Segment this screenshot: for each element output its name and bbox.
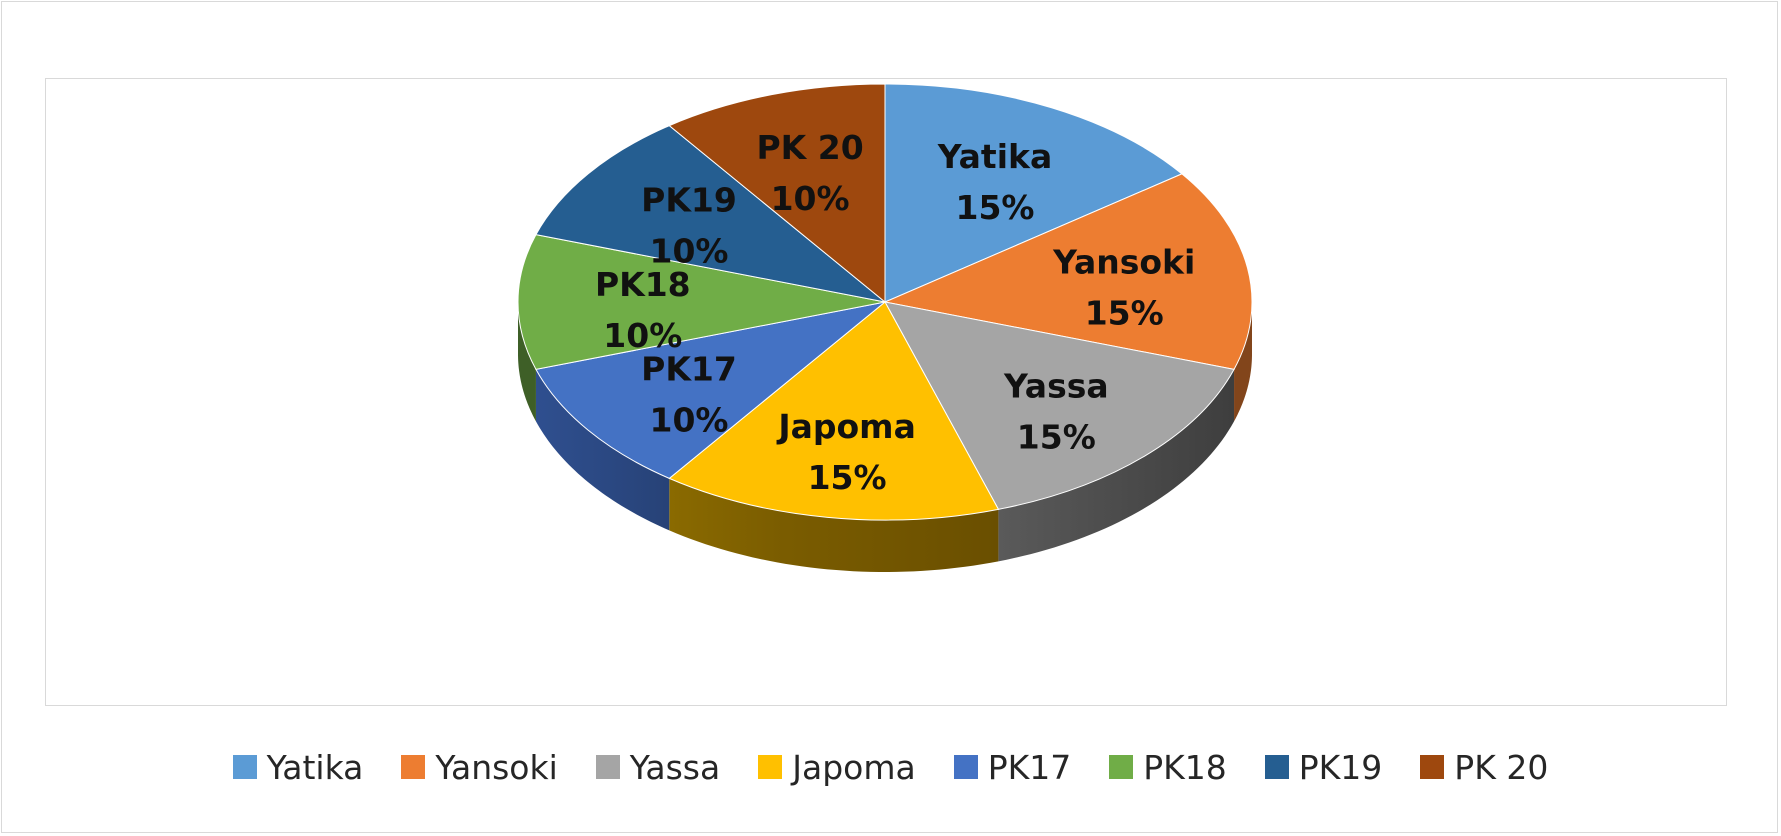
slice-percent-yassa: 15% [1017, 418, 1096, 457]
slice-label-yansoki: Yansoki [1052, 243, 1195, 282]
pie-slice-yassa [884, 301, 1235, 510]
legend-label: Yassa [629, 747, 721, 787]
legend-item-pk17: PK17 [953, 747, 1072, 787]
legend-swatch-pk-20 [1420, 755, 1445, 779]
pie-side-walls [518, 302, 1252, 572]
slice-label-pk19: PK19 [641, 180, 737, 219]
slice-label-pk-20: PK 20 [757, 128, 864, 167]
pie-slice-pk17 [535, 301, 886, 479]
pie-side-pk18 [518, 302, 536, 422]
plot-area [45, 78, 1727, 706]
legend-label: Japoma [792, 747, 916, 787]
legend: Yatika Yansoki Yassa Japoma PK17 PK18 PK19 PK 2… [0, 742, 1781, 792]
slice-label-yassa: Yassa [1003, 367, 1109, 406]
legend-item-pk19: PK19 [1264, 747, 1383, 787]
slice-percent-yansoki: 15% [1085, 294, 1164, 333]
slice-label-pk18: PK18 [595, 265, 691, 304]
legend-swatch-pk17 [953, 755, 978, 779]
slice-percent-japoma: 15% [808, 458, 887, 497]
slice-percent-pk18: 10% [603, 316, 682, 355]
legend-item-yatika: Yatika [232, 747, 364, 787]
legend-label: PK18 [1143, 747, 1227, 787]
pie-slice-yatika [884, 83, 1183, 303]
legend-swatch-japoma [758, 755, 783, 779]
slice-label-yatika: Yatika [937, 137, 1052, 176]
legend-item-yassa: Yassa [595, 747, 721, 787]
slice-label-pk17: PK17 [641, 350, 737, 389]
pie-side-japoma [669, 478, 999, 572]
pie-slice-pk18 [517, 234, 886, 370]
legend-label: PK 20 [1454, 747, 1549, 787]
slice-percent-pk17: 10% [650, 401, 729, 440]
legend-label: PK19 [1298, 747, 1383, 787]
legend-item-pk-20: PK 20 [1420, 748, 1548, 787]
pie-slice-yansoki [883, 173, 1253, 370]
pie-slice-pk19 [535, 125, 886, 303]
legend-swatch-yansoki [401, 755, 426, 779]
legend-label: PK17 [987, 747, 1072, 787]
legend-swatch-pk19 [1264, 755, 1289, 779]
legend-label: Yansoki [435, 747, 558, 787]
legend-item-japoma: Japoma [758, 747, 916, 787]
pie-labels: Yatika 15% Yansoki 15% Yassa 15% Japoma 15% PK17… [595, 128, 1195, 497]
pie-slice-japoma [668, 301, 1000, 521]
legend-swatch-yatika [232, 755, 257, 779]
slice-percent-yatika: 15% [956, 188, 1035, 227]
legend-item-yansoki: Yansoki [401, 747, 558, 787]
legend-swatch-yassa [595, 755, 620, 779]
pie-slice-pk-20 [668, 83, 886, 304]
pie-slices [517, 83, 1253, 521]
legend-label: Yatika [266, 747, 364, 787]
legend-swatch-pk18 [1109, 755, 1134, 779]
legend-item-pk18: PK18 [1109, 748, 1227, 787]
pie-side-yassa [998, 369, 1235, 562]
pie-side-pk17 [535, 369, 670, 531]
slice-label-japoma: Japoma [776, 407, 916, 446]
pie-side-yansoki [1234, 302, 1252, 422]
slice-percent-pk-20: 10% [771, 179, 850, 218]
slice-percent-pk19: 10% [650, 231, 729, 270]
